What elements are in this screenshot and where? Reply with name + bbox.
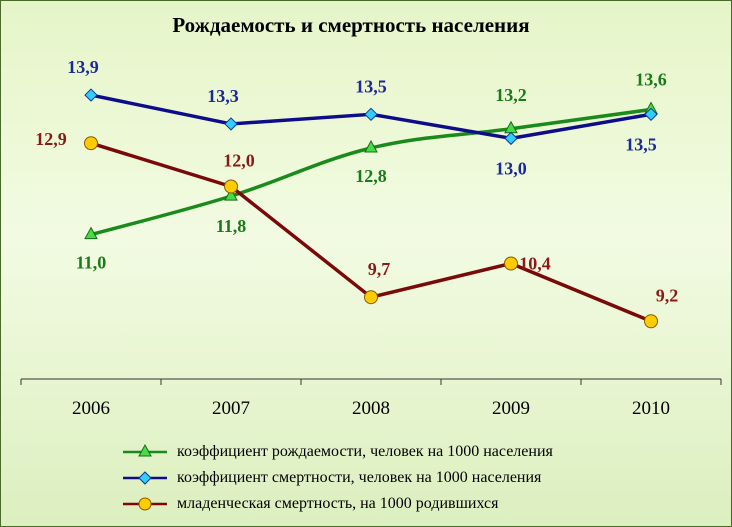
x-tick-label: 2010 [632,398,670,419]
data-label: 12,0 [223,151,255,171]
data-point-circle [84,136,98,151]
chart-title: Рождаемость и смертность населения [172,13,530,37]
data-point-circle [364,290,378,305]
data-label: 9,7 [368,259,391,279]
chart-legend: коэффициент рождаемости, человек на 1000… [121,439,553,517]
x-tick-label: 2009 [492,398,530,419]
data-label: 11,0 [76,253,107,273]
data-label: 13,3 [207,86,239,106]
data-label: 12,9 [35,129,67,149]
data-point-circle [504,256,518,271]
data-label: 9,2 [656,285,679,305]
legend-label-birth-rate: коэффициент рождаемости, человек на 1000… [177,443,553,460]
data-label: 13,6 [635,70,667,90]
legend-label-infant-mortality: младенческая смертность, на 1000 родивши… [177,495,499,512]
data-label: 10,4 [519,254,551,274]
data-label: 13,2 [495,85,527,105]
x-tick-label: 2008 [352,398,390,419]
data-label: 11,8 [216,216,247,236]
legend-label-death-rate: коэффициент смертности, человек на 1000 … [177,469,542,486]
legend-item-death-rate: коэффициент смертности, человек на 1000 … [121,465,553,491]
data-point-diamond [364,107,378,122]
x-tick-label: 2006 [72,398,110,419]
data-point-circle [224,179,238,194]
data-point-triangle [364,139,378,153]
data-point-triangle [84,226,98,240]
data-point-diamond [504,131,518,146]
data-label: 13,5 [625,134,657,154]
data-label: 13,5 [355,76,387,96]
legend-marker-diamond-icon [123,471,167,485]
data-label: 13,0 [495,158,527,178]
legend-item-infant-mortality: младенческая смертность, на 1000 родивши… [121,491,553,517]
legend-marker-triangle-icon [123,443,167,457]
data-point-diamond [224,117,238,131]
legend-marker-circle-icon [123,497,167,511]
data-point-diamond [644,107,658,122]
legend-item-birth-rate: коэффициент рождаемости, человек на 1000… [121,439,553,465]
x-tick-label: 2007 [212,398,250,419]
data-point-triangle [224,188,238,201]
data-point-diamond [84,88,98,102]
data-label: 12,8 [355,166,387,186]
data-label: 13,9 [67,57,99,77]
data-point-circle [644,314,658,329]
